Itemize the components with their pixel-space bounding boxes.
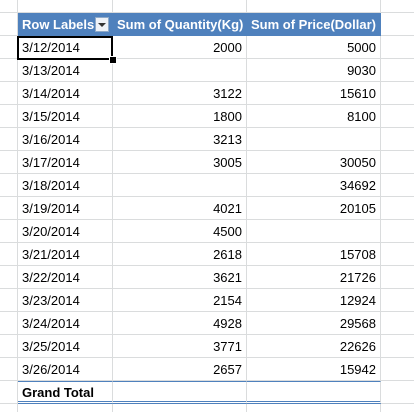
row-label[interactable]: 3/18/2014 bbox=[18, 174, 113, 197]
selection-border bbox=[17, 36, 113, 60]
row-label[interactable]: 3/21/2014 bbox=[18, 243, 113, 266]
row-label[interactable]: 3/24/2014 bbox=[18, 312, 113, 335]
value-cell[interactable]: 15942 bbox=[247, 358, 381, 381]
fill-handle[interactable] bbox=[109, 56, 117, 64]
value-cell[interactable]: 22626 bbox=[247, 335, 381, 358]
row-label[interactable]: 3/23/2014 bbox=[18, 289, 113, 312]
value-cell[interactable]: 1800 bbox=[113, 105, 247, 128]
column-header[interactable]: Row Labels bbox=[18, 13, 113, 36]
value-cell[interactable] bbox=[247, 220, 381, 243]
row-label[interactable]: 3/16/2014 bbox=[18, 128, 113, 151]
value-cell[interactable]: 3005 bbox=[113, 151, 247, 174]
value-cell[interactable]: 15610 bbox=[247, 82, 381, 105]
value-cell[interactable]: 4021 bbox=[113, 197, 247, 220]
value-cell[interactable]: 2618 bbox=[113, 243, 247, 266]
value-cell[interactable]: 3213 bbox=[113, 128, 247, 151]
value-cell[interactable]: 30050 bbox=[247, 151, 381, 174]
grand-total-cell[interactable] bbox=[247, 381, 381, 404]
value-cell[interactable]: 4500 bbox=[113, 220, 247, 243]
row-label[interactable]: 3/13/2014 bbox=[18, 59, 113, 82]
value-cell[interactable]: 29568 bbox=[247, 312, 381, 335]
row-label[interactable]: 3/22/2014 bbox=[18, 266, 113, 289]
value-cell[interactable]: 2000 bbox=[113, 36, 247, 59]
value-cell[interactable]: 20105 bbox=[247, 197, 381, 220]
value-cell[interactable]: 9030 bbox=[247, 59, 381, 82]
column-header: Sum of Quantity(Kg) bbox=[113, 13, 247, 36]
value-cell[interactable]: 3771 bbox=[113, 335, 247, 358]
value-cell[interactable]: 5000 bbox=[247, 36, 381, 59]
value-cell[interactable]: 34692 bbox=[247, 174, 381, 197]
value-cell[interactable]: 12924 bbox=[247, 289, 381, 312]
value-cell[interactable]: 21726 bbox=[247, 266, 381, 289]
row-label[interactable]: 3/26/2014 bbox=[18, 358, 113, 381]
value-cell[interactable] bbox=[113, 59, 247, 82]
dropdown-arrow bbox=[98, 23, 106, 27]
row-label[interactable]: 3/15/2014 bbox=[18, 105, 113, 128]
value-cell[interactable] bbox=[113, 174, 247, 197]
column-header: Sum of Price(Dollar) bbox=[247, 13, 381, 36]
row-label[interactable]: 3/25/2014 bbox=[18, 335, 113, 358]
grand-total-label[interactable]: Grand Total bbox=[18, 381, 113, 404]
value-cell[interactable]: 2657 bbox=[113, 358, 247, 381]
row-label[interactable]: 3/17/2014 bbox=[18, 151, 113, 174]
row-label[interactable]: 3/14/2014 bbox=[18, 82, 113, 105]
value-cell[interactable]: 15708 bbox=[247, 243, 381, 266]
row-label[interactable]: 3/19/2014 bbox=[18, 197, 113, 220]
value-cell[interactable]: 8100 bbox=[247, 105, 381, 128]
value-cell[interactable]: 3122 bbox=[113, 82, 247, 105]
grand-total-cell[interactable] bbox=[113, 381, 247, 404]
value-cell[interactable]: 4928 bbox=[113, 312, 247, 335]
filter-dropdown[interactable] bbox=[95, 17, 109, 32]
row-label[interactable]: 3/20/2014 bbox=[18, 220, 113, 243]
value-cell[interactable] bbox=[247, 128, 381, 151]
value-cell[interactable]: 2154 bbox=[113, 289, 247, 312]
value-cell[interactable]: 3621 bbox=[113, 266, 247, 289]
